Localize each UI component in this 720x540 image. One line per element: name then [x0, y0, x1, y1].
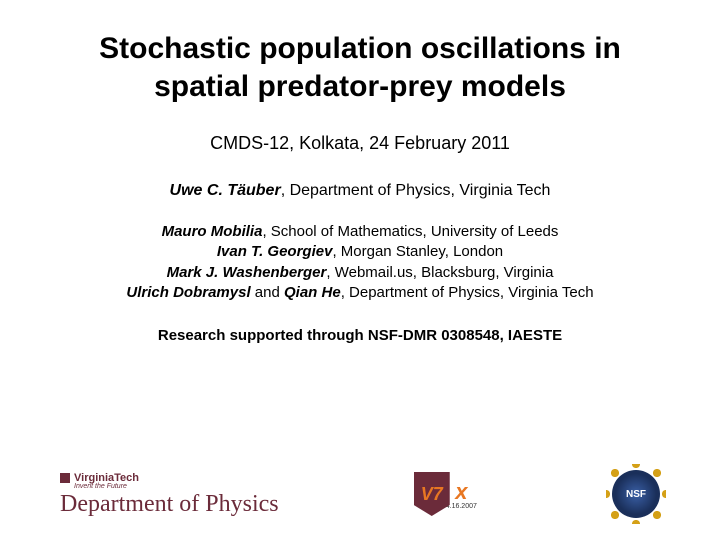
ribbon-date: 4.16.2007 [446, 503, 477, 510]
vt-memorial-ribbon: V7 x 4.16.2007 [414, 472, 477, 516]
author-affil: , Department of Physics, Virginia Tech [281, 182, 551, 199]
vt-square-icon [60, 473, 70, 483]
author-name: Uwe C. Täuber [170, 182, 281, 199]
subtitle: CMDS-12, Kolkata, 24 February 2011 [50, 133, 670, 154]
author-line: Ulrich Dobramysl and Qian He, Department… [50, 283, 670, 303]
authors-block: Mauro Mobilia, School of Mathematics, Un… [50, 222, 670, 303]
vt-logo: VirginiaTech Invent the Future Departmen… [60, 472, 279, 516]
nsf-logo: NSF [612, 470, 660, 518]
funding-line: Research supported through NSF-DMR 03085… [50, 327, 670, 344]
author-line: Mauro Mobilia, School of Mathematics, Un… [50, 222, 670, 242]
ribbon-x: x [455, 479, 467, 505]
author-primary: Uwe C. Täuber, Department of Physics, Vi… [50, 182, 670, 200]
vt-department: Department of Physics [60, 492, 279, 516]
logo-row: VirginiaTech Invent the Future Departmen… [0, 470, 720, 518]
nsf-text: NSF [626, 489, 646, 500]
ribbon-icon: V7 [414, 472, 450, 516]
author-line: Mark J. Washenberger, Webmail.us, Blacks… [50, 263, 670, 283]
title: Stochastic population oscillations in sp… [50, 30, 670, 105]
author-line: Ivan T. Georgiev, Morgan Stanley, London [50, 242, 670, 262]
vt-tagline: Invent the Future [74, 483, 127, 490]
slide: Stochastic population oscillations in sp… [0, 0, 720, 344]
